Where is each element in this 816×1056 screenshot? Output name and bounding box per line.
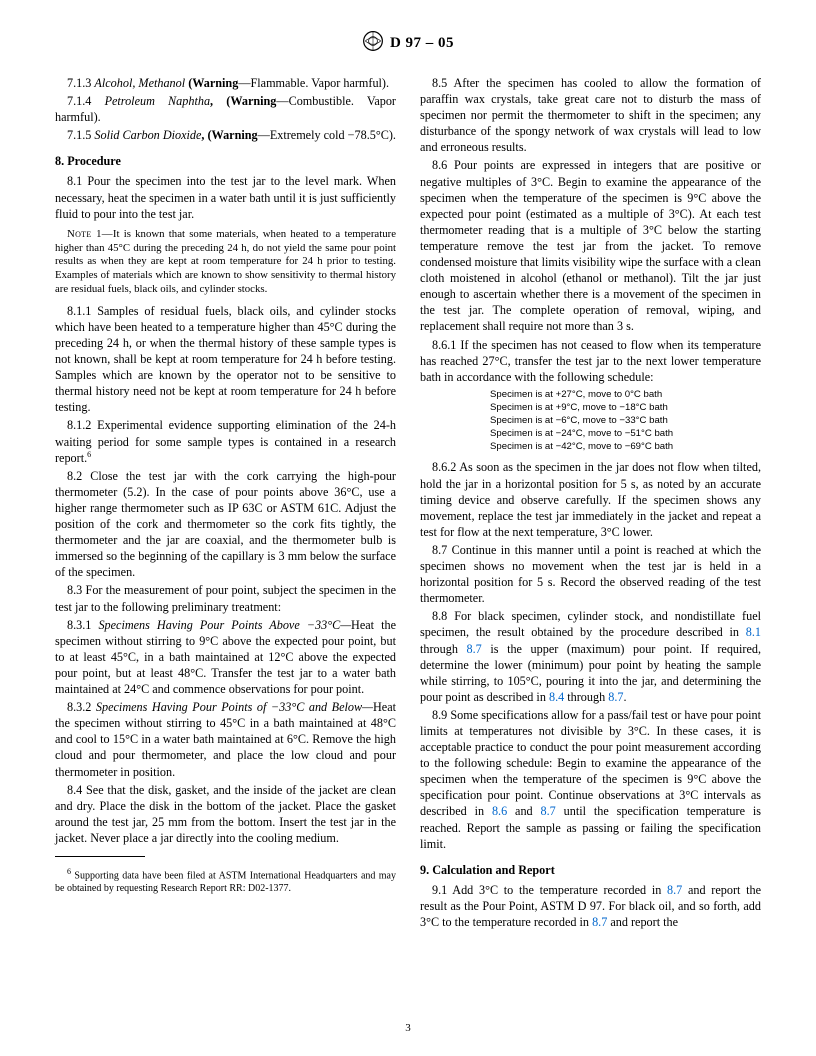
para-8-4: 8.4 See that the disk, gasket, and the i… [55,782,396,846]
para-8-1: 8.1 Pour the specimen into the test jar … [55,173,396,221]
astm-logo-icon [362,30,384,57]
para-8-7: 8.7 Continue in this manner until a poin… [420,542,761,606]
schedule-line: Specimen is at +9°C, move to −18°C bath [490,402,761,415]
body-columns: 7.1.3 Alcohol, Methanol (Warning—Flammab… [55,75,761,930]
para-7-1-3: 7.1.3 Alcohol, Methanol (Warning—Flammab… [55,75,396,91]
schedule-line: Specimen is at −6°C, move to −33°C bath [490,415,761,428]
para-8-2: 8.2 Close the test jar with the cork car… [55,468,396,581]
para-8-3: 8.3 For the measurement of pour point, s… [55,582,396,614]
schedule-line: Specimen is at −24°C, move to −51°C bath [490,428,761,441]
para-8-6-2: 8.6.2 As soon as the specimen in the jar… [420,459,761,539]
note-1: Note 1—It is known that some materials, … [55,228,396,297]
footnote-block: 6 Supporting data have been filed at AST… [55,856,396,895]
para-8-5: 8.5 After the specimen has cooled to all… [420,75,761,155]
section-9-heading: 9. Calculation and Report [420,862,761,878]
page-number: 3 [0,1022,816,1034]
schedule-line: Specimen is at −42°C, move to −69°C bath [490,441,761,454]
para-8-3-1: 8.3.1 Specimens Having Pour Points Above… [55,617,396,697]
page-container: D 97 – 05 7.1.3 Alcohol, Methanol (Warni… [0,0,816,960]
link-8-7[interactable]: 8.7 [667,883,682,897]
para-8-1-1: 8.1.1 Samples of residual fuels, black o… [55,303,396,416]
bath-schedule: Specimen is at +27°C, move to 0°C bath S… [490,389,761,454]
para-9-1: 9.1 Add 3°C to the temperature recorded … [420,882,761,930]
link-8-4[interactable]: 8.4 [549,690,564,704]
footnote-6: 6 Supporting data have been filed at AST… [55,867,396,895]
link-8-6[interactable]: 8.6 [492,804,507,818]
link-8-7[interactable]: 8.7 [541,804,556,818]
para-7-1-5: 7.1.5 Solid Carbon Dioxide, (Warning—Ext… [55,127,396,143]
page-header: D 97 – 05 [55,30,761,57]
section-8-heading: 8. Procedure [55,153,396,169]
footnote-rule [55,856,145,857]
para-8-9: 8.9 Some specifications allow for a pass… [420,707,761,852]
para-7-1-4: 7.1.4 Petroleum Naphtha, (Warning—Combus… [55,93,396,125]
link-8-7[interactable]: 8.7 [467,642,482,656]
link-8-7[interactable]: 8.7 [608,690,623,704]
para-8-1-2: 8.1.2 Experimental evidence supporting e… [55,417,396,465]
link-8-7[interactable]: 8.7 [592,915,607,929]
schedule-line: Specimen is at +27°C, move to 0°C bath [490,389,761,402]
para-8-3-2: 8.3.2 Specimens Having Pour Points of −3… [55,699,396,779]
link-8-1[interactable]: 8.1 [746,625,761,639]
para-8-6-1: 8.6.1 If the specimen has not ceased to … [420,337,761,385]
para-8-8: 8.8 For black specimen, cylinder stock, … [420,608,761,705]
para-8-6: 8.6 Pour points are expressed in integer… [420,157,761,334]
document-id: D 97 – 05 [390,35,454,52]
